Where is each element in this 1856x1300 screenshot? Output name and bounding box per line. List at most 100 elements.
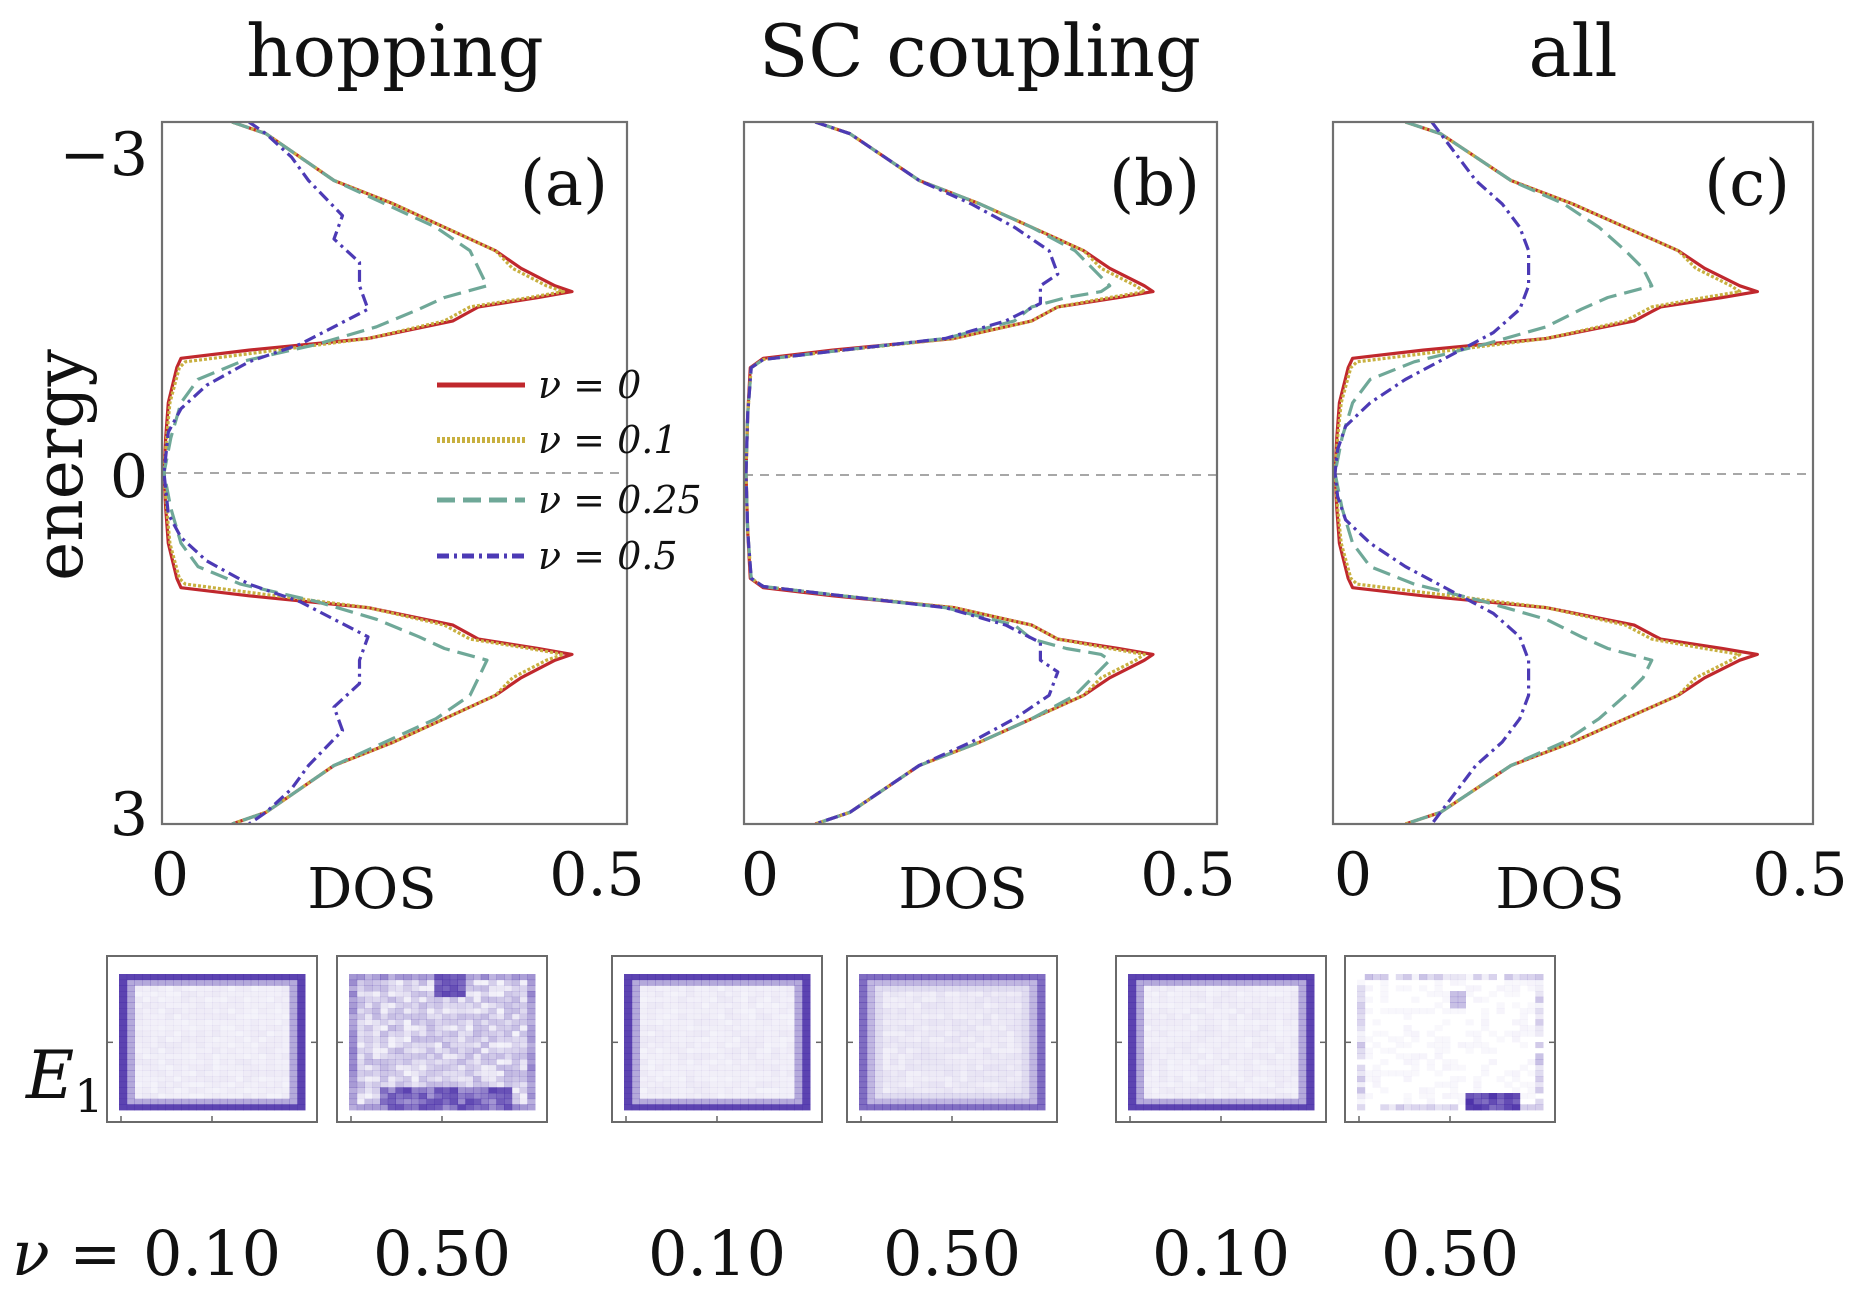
map-cell (504, 1036, 513, 1043)
map-cell (1014, 1098, 1023, 1105)
map-cell (235, 985, 244, 992)
map-cell (1535, 979, 1544, 986)
map-cell (802, 1098, 811, 1105)
map-cell (1364, 1008, 1373, 1015)
map-cell (434, 1059, 443, 1066)
map-cell (866, 1064, 875, 1071)
map-cell (442, 1076, 451, 1083)
map-cell (356, 1059, 365, 1066)
map-cell (403, 1025, 412, 1032)
map-cell (755, 1070, 764, 1077)
map-cell (465, 1098, 474, 1105)
map-cell (740, 1104, 749, 1111)
map-cell (1419, 974, 1428, 981)
map-cell (1143, 1013, 1152, 1020)
map-cell (243, 1064, 252, 1071)
map-cell (732, 1076, 741, 1083)
map-cell (258, 1070, 267, 1077)
map-cell (196, 1081, 205, 1088)
map-cell (1174, 1013, 1183, 1020)
map-cell (967, 1047, 976, 1054)
map-cell (624, 1087, 633, 1094)
map-cell (967, 1098, 976, 1105)
map-cell (631, 1064, 640, 1071)
map-cell (1228, 996, 1237, 1003)
map-cell (874, 1013, 883, 1020)
map-cell (1357, 1042, 1366, 1049)
map-cell (157, 1036, 166, 1043)
map-cell (403, 1098, 412, 1105)
map-cell (794, 1047, 803, 1054)
map-cell (755, 985, 764, 992)
map-cell (1128, 1025, 1137, 1032)
map-cell (967, 1019, 976, 1026)
map-cell (258, 1019, 267, 1026)
map-cell (967, 1064, 976, 1071)
map-cell (527, 1025, 536, 1032)
map-cell (967, 1076, 976, 1083)
map-cell (1029, 1064, 1038, 1071)
map-cell (905, 1047, 914, 1054)
map-cell (1380, 974, 1389, 981)
map-cell (1135, 1076, 1144, 1083)
map-cell (449, 1070, 458, 1077)
map-cell (1174, 1093, 1183, 1100)
map-cell (936, 1019, 945, 1026)
map-cell (1244, 1093, 1253, 1100)
map-cell (1166, 1013, 1175, 1020)
map-cell (1143, 1081, 1152, 1088)
map-cell (1182, 1036, 1191, 1043)
map-cell (998, 974, 1007, 981)
map-cell (1006, 1081, 1015, 1088)
map-background (107, 956, 317, 1122)
map-cell (1535, 1064, 1544, 1071)
map-cell (196, 1104, 205, 1111)
map-cell (1021, 985, 1030, 992)
map-cell (274, 1059, 283, 1066)
map-cell (1481, 1019, 1490, 1026)
map-cell (1395, 1104, 1404, 1111)
map-cell (527, 1081, 536, 1088)
map-cell (647, 1013, 656, 1020)
map-cell (196, 1064, 205, 1071)
map-cell (289, 1053, 298, 1060)
map-cell (1135, 1008, 1144, 1015)
map-cell (1014, 1008, 1023, 1015)
map-cell (258, 1064, 267, 1071)
map-cell (1037, 1064, 1046, 1071)
map-cell (1236, 1025, 1245, 1032)
map-cell (243, 1059, 252, 1066)
map-cell (1465, 1030, 1474, 1037)
map-cell (1213, 979, 1222, 986)
map-cell (944, 1047, 953, 1054)
map-cell (952, 979, 961, 986)
map-cell (1143, 1047, 1152, 1054)
map-cell (403, 1087, 412, 1094)
map-cell (173, 1053, 182, 1060)
map-cell (134, 1070, 143, 1077)
map-cell (662, 1008, 671, 1015)
map-cell (897, 1053, 906, 1060)
map-cell (1006, 1064, 1015, 1071)
map-cell (449, 1098, 458, 1105)
map-cell (975, 991, 984, 998)
map-cell (647, 974, 656, 981)
map-cell (418, 974, 427, 981)
map-cell (142, 1104, 151, 1111)
map-cell (173, 979, 182, 986)
map-cell (1244, 1070, 1253, 1077)
map-cell (874, 1042, 883, 1049)
map-cell (119, 1036, 128, 1043)
map-cell (281, 1030, 290, 1037)
map-cell (859, 1070, 868, 1077)
legend: ν = 0 ν = 0.1 ν = 0.25 ν = 0.5 (437, 363, 702, 578)
map-cell (1221, 1042, 1230, 1049)
map-cell (457, 1070, 466, 1077)
map-cell (380, 1053, 389, 1060)
map-cell (212, 1002, 221, 1009)
map-cell (188, 991, 197, 998)
map-cell (1014, 985, 1023, 992)
map-cell (418, 1053, 427, 1060)
map-cell (1290, 1042, 1299, 1049)
map-cell (250, 1087, 259, 1094)
